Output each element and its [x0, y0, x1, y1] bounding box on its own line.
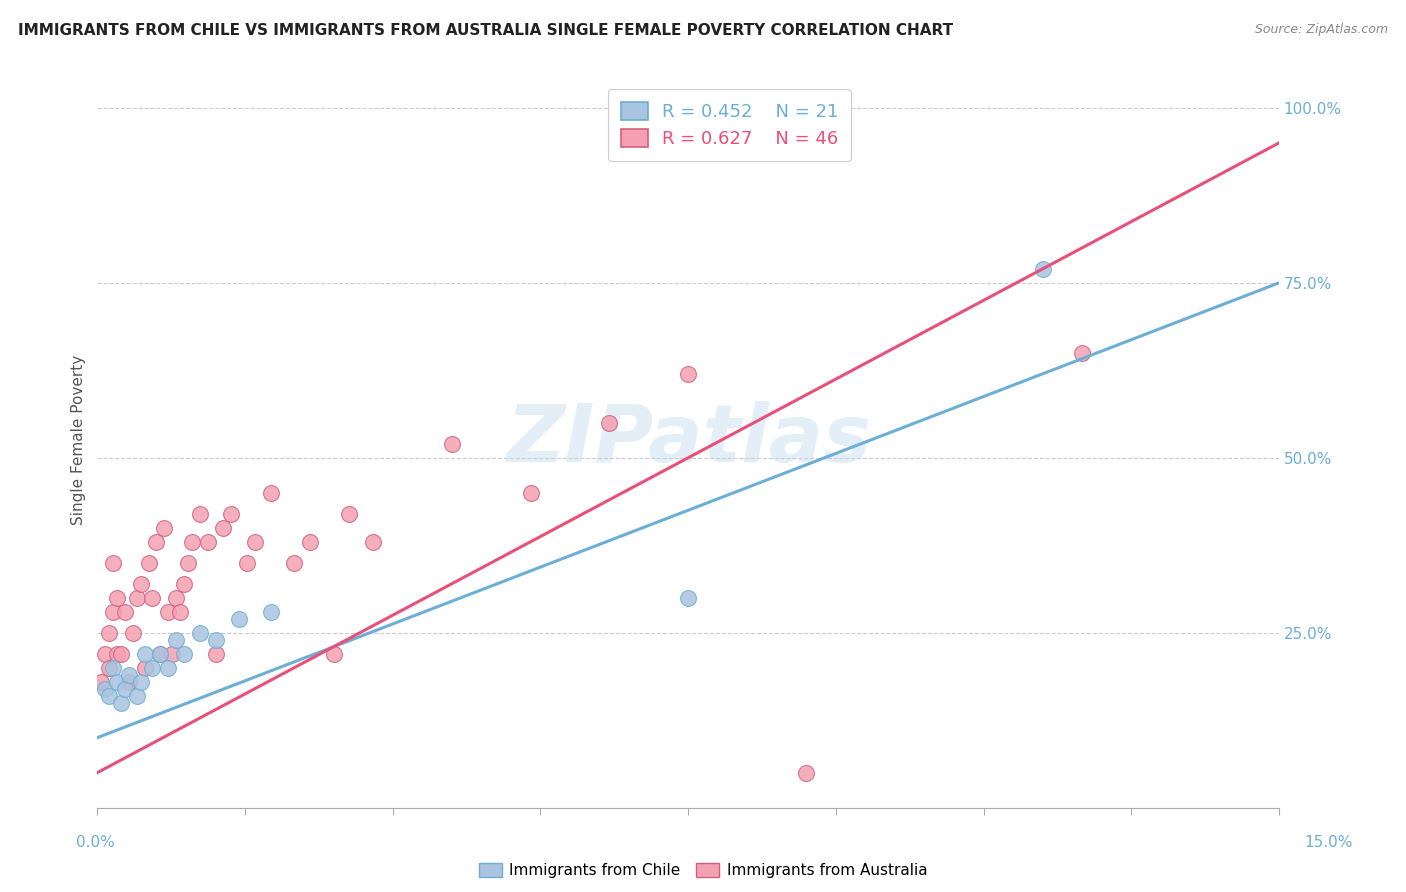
Point: [165, 632, 187, 647]
Point: [676, 367, 699, 381]
Point: [440, 437, 463, 451]
Point: [101, 556, 124, 570]
Point: [1032, 261, 1054, 276]
Point: [125, 689, 148, 703]
Point: [339, 507, 361, 521]
Point: [794, 765, 817, 780]
Point: [114, 681, 136, 696]
Point: [101, 661, 124, 675]
Point: [157, 605, 180, 619]
Point: [519, 485, 541, 500]
Point: [94, 647, 117, 661]
Point: [141, 591, 163, 605]
Point: [197, 534, 219, 549]
Point: [236, 556, 259, 570]
Point: [169, 605, 191, 619]
Point: [283, 556, 305, 570]
Point: [118, 667, 141, 681]
Text: 15.0%: 15.0%: [1305, 836, 1353, 850]
Point: [180, 534, 202, 549]
Point: [98, 625, 121, 640]
Point: [259, 485, 281, 500]
Point: [361, 534, 384, 549]
Point: [157, 661, 180, 675]
Point: [149, 647, 172, 661]
Point: [153, 521, 176, 535]
Point: [110, 696, 132, 710]
Point: [149, 647, 172, 661]
Y-axis label: Single Female Poverty: Single Female Poverty: [72, 355, 86, 525]
Point: [129, 674, 152, 689]
Point: [188, 507, 211, 521]
Point: [204, 632, 226, 647]
Point: [105, 591, 128, 605]
Point: [145, 534, 167, 549]
Point: [243, 534, 266, 549]
Point: [118, 674, 141, 689]
Point: [98, 661, 121, 675]
Text: Source: ZipAtlas.com: Source: ZipAtlas.com: [1254, 23, 1388, 37]
Point: [228, 612, 250, 626]
Point: [259, 605, 281, 619]
Point: [134, 647, 156, 661]
Point: [299, 534, 322, 549]
Point: [188, 625, 211, 640]
Point: [114, 605, 136, 619]
Point: [98, 689, 121, 703]
Point: [598, 416, 620, 430]
Text: IMMIGRANTS FROM CHILE VS IMMIGRANTS FROM AUSTRALIA SINGLE FEMALE POVERTY CORRELA: IMMIGRANTS FROM CHILE VS IMMIGRANTS FROM…: [18, 23, 953, 38]
Point: [204, 647, 226, 661]
Point: [138, 556, 160, 570]
Point: [105, 647, 128, 661]
Point: [160, 647, 183, 661]
Point: [177, 556, 200, 570]
Point: [219, 507, 242, 521]
Point: [173, 647, 195, 661]
Point: [134, 661, 156, 675]
Point: [125, 591, 148, 605]
Point: [101, 605, 124, 619]
Point: [94, 681, 117, 696]
Point: [105, 674, 128, 689]
Legend: R = 0.452    N = 21, R = 0.627    N = 46: R = 0.452 N = 21, R = 0.627 N = 46: [607, 89, 851, 161]
Point: [90, 674, 112, 689]
Point: [676, 591, 699, 605]
Point: [110, 647, 132, 661]
Point: [212, 521, 235, 535]
Point: [173, 576, 195, 591]
Point: [1071, 346, 1094, 360]
Point: [121, 625, 143, 640]
Point: [165, 591, 187, 605]
Legend: Immigrants from Chile, Immigrants from Australia: Immigrants from Chile, Immigrants from A…: [472, 857, 934, 884]
Point: [322, 647, 344, 661]
Text: 0.0%: 0.0%: [76, 836, 115, 850]
Point: [129, 576, 152, 591]
Point: [141, 661, 163, 675]
Text: ZIPatlas: ZIPatlas: [506, 401, 870, 479]
